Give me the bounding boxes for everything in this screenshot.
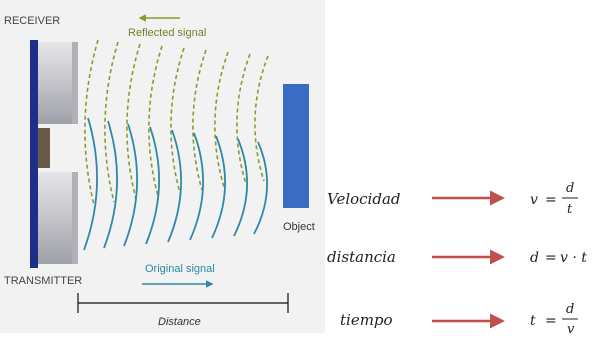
formula-lhs: t: [530, 313, 536, 329]
svg-text:=: =: [545, 192, 557, 208]
svg-text:=: =: [545, 313, 557, 329]
original-wave-arc: [123, 123, 138, 247]
formula-numerator: d: [566, 181, 574, 196]
receiver-label: RECEIVER: [4, 15, 60, 27]
reflected-wave-arc: [126, 43, 141, 200]
formula-rhs: v · t: [560, 250, 587, 266]
transmitter-cylinder: [38, 172, 76, 264]
formula-lhs: d: [530, 250, 539, 266]
formula-word: Velocidad: [327, 190, 401, 208]
sensor-board: [30, 40, 38, 268]
original-wave-arc: [83, 117, 98, 251]
formula-velocidad: Velocidad v = d t: [327, 181, 578, 217]
original-wave-arc: [211, 135, 226, 239]
formula-word: tiempo: [340, 311, 393, 329]
reflected-wave-arc: [214, 51, 229, 188]
receiver-cylinder: [38, 42, 76, 124]
reflected-wave-arc: [254, 55, 269, 182]
original-label: Original signal: [145, 263, 215, 275]
original-wave-arc: [189, 132, 204, 241]
original-wave-arc: [103, 120, 118, 249]
formula-word: distancia: [327, 248, 396, 266]
reflected-wave-arc: [236, 53, 251, 185]
reflected-wave-arc: [104, 41, 119, 203]
original-wave-arc: [145, 126, 160, 245]
object-label: Object: [283, 221, 315, 233]
formula-numerator: d: [566, 302, 574, 317]
formula-denominator: v: [567, 322, 575, 333]
reflected-wave-arc: [192, 49, 207, 191]
original-wave-arc: [167, 129, 182, 243]
reflected-label: Reflected signal: [128, 27, 206, 39]
formula-tiempo: tiempo t = d v: [340, 302, 578, 337]
transmitter-label: TRANSMITTER: [4, 275, 82, 287]
reflected-wave-arc: [148, 45, 163, 197]
reflected-wave-arc: [170, 47, 185, 194]
original-wave-arc: [253, 141, 268, 235]
distance-label: Distance: [158, 316, 201, 328]
crystal-component: [38, 128, 50, 168]
reflected-waves: [84, 39, 269, 206]
original-waves: [83, 117, 268, 251]
formula-distancia: distancia d = v · t: [327, 248, 587, 266]
formula-lhs: v: [530, 192, 538, 208]
formula-denominator: t: [567, 202, 573, 217]
svg-text:=: =: [545, 250, 557, 266]
original-wave-arc: [233, 138, 248, 237]
reflected-wave-arc: [84, 39, 99, 206]
object-block: [283, 84, 309, 208]
